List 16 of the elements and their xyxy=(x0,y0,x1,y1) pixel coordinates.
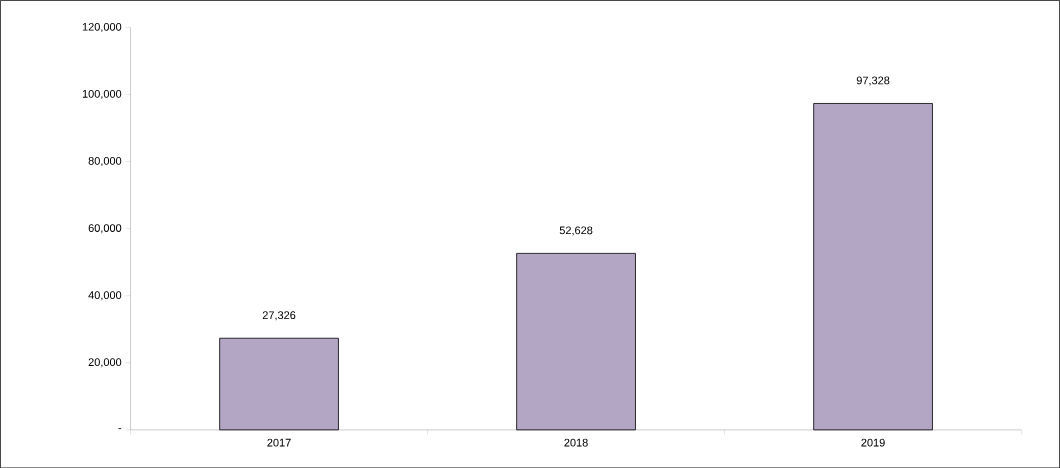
x-tick-label: 2018 xyxy=(564,438,588,447)
x-tick-label: 2017 xyxy=(267,438,291,447)
y-tick-label: 60,000 xyxy=(88,223,122,234)
data-label: 52,628 xyxy=(559,226,593,236)
data-label: 27,326 xyxy=(262,311,296,321)
y-tick-label: 120,000 xyxy=(82,22,122,32)
y-tick-label: 100,000 xyxy=(82,89,122,99)
bar xyxy=(516,252,636,431)
bar xyxy=(219,337,339,431)
y-tick-label: - xyxy=(118,428,122,429)
y-tick-label: 40,000 xyxy=(88,291,122,301)
data-label: 97,328 xyxy=(856,76,890,86)
x-tick-label: 2019 xyxy=(861,438,885,447)
bar xyxy=(813,102,933,431)
y-tick-label: 20,000 xyxy=(88,358,122,368)
y-tick-label: 80,000 xyxy=(88,156,122,166)
